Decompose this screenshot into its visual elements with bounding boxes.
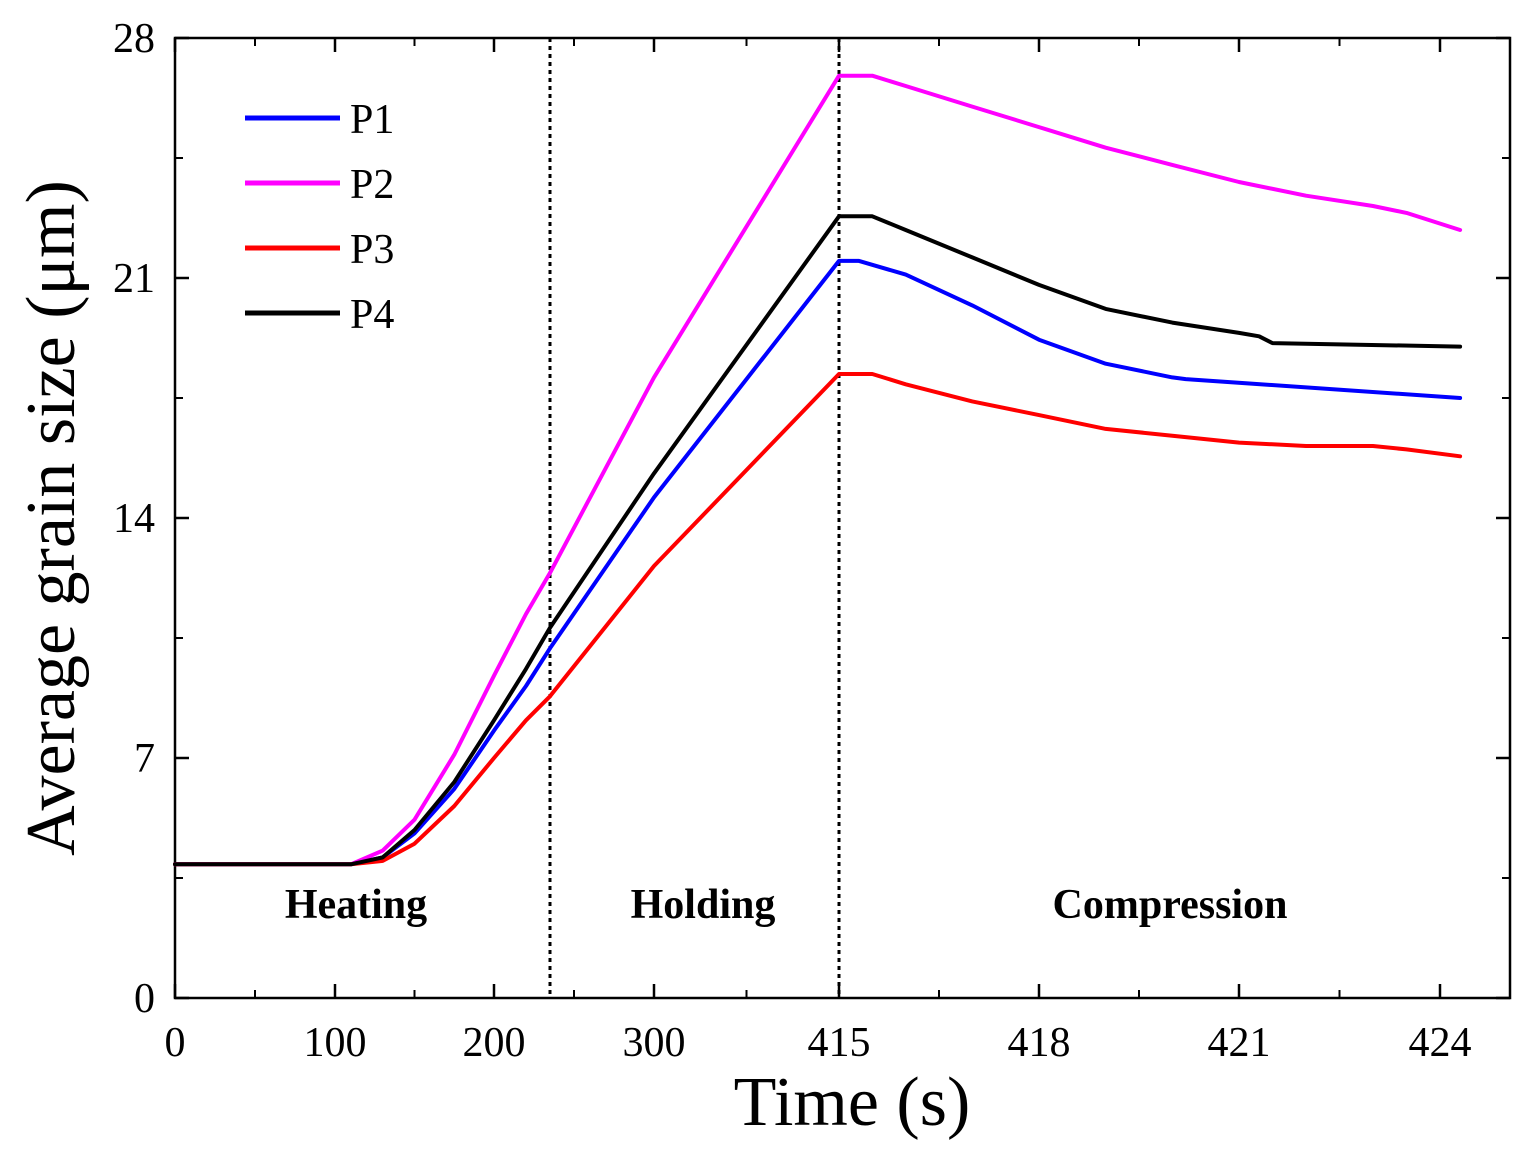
x-tick-label: 424 bbox=[1409, 1020, 1472, 1066]
series-line-p2 bbox=[173, 73, 1463, 867]
y-tick-label: 7 bbox=[134, 736, 155, 782]
x-tick-label: 415 bbox=[808, 1020, 871, 1066]
legend-label-p1: P1 bbox=[350, 97, 394, 143]
y-tick-label: 21 bbox=[113, 256, 155, 302]
x-tick-label: 418 bbox=[1008, 1020, 1071, 1066]
x-tick-label: 300 bbox=[623, 1020, 686, 1066]
legend: P1 P2 P3 P4 bbox=[245, 97, 394, 338]
region-label-heating: Heating bbox=[285, 882, 427, 928]
y-tick-label: 14 bbox=[113, 496, 155, 542]
x-tick-label: 100 bbox=[304, 1020, 367, 1066]
legend-label-p3: P3 bbox=[350, 227, 394, 273]
series-line-p1 bbox=[173, 258, 1463, 867]
y-tick-label: 28 bbox=[113, 16, 155, 62]
region-label-compression: Compression bbox=[1053, 882, 1288, 928]
x-tick-label: 200 bbox=[463, 1020, 526, 1066]
legend-label-p4: P4 bbox=[350, 292, 394, 338]
phase-boundary-lines bbox=[548, 38, 841, 998]
y-axis-title: Average grain size (μm) bbox=[13, 180, 90, 856]
legend-label-p2: P2 bbox=[350, 162, 394, 208]
x-tick-label: 421 bbox=[1208, 1020, 1271, 1066]
x-axis-ticks: 0 100 200 300 415 418 421 424 bbox=[165, 38, 1472, 1066]
y-tick-label: 0 bbox=[134, 976, 155, 1022]
region-label-holding: Holding bbox=[631, 882, 776, 928]
series-line-p4 bbox=[173, 214, 1463, 867]
series-lines bbox=[173, 73, 1463, 867]
series-line-p3 bbox=[173, 372, 1463, 867]
y-axis-ticks: 0 7 14 21 28 bbox=[113, 16, 1510, 1022]
x-axis-title: Time (s) bbox=[734, 1064, 971, 1141]
x-tick-label: 0 bbox=[165, 1020, 186, 1066]
